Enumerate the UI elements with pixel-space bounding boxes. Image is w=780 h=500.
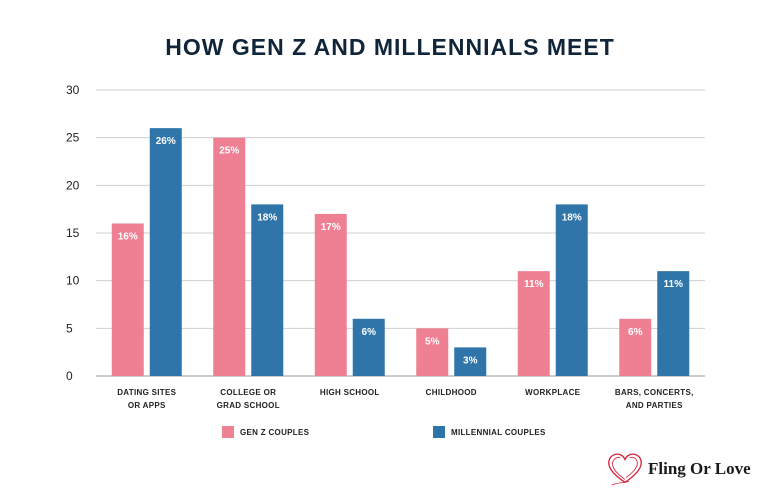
bar-gen-z: [517, 271, 550, 376]
y-tick-label: 15: [66, 226, 80, 240]
bar-millennial: [251, 204, 284, 376]
y-tick-label: 0: [66, 369, 73, 383]
data-label: 5%: [425, 336, 440, 347]
y-tick-label: 20: [66, 178, 80, 192]
y-tick-label: 25: [66, 131, 80, 145]
data-label: 18%: [562, 212, 582, 223]
chart-title: HOW GEN Z AND MILLENNIALS MEET: [165, 34, 615, 60]
bar-gen-z: [416, 328, 449, 376]
bar-gen-z: [111, 223, 144, 376]
bar-millennial: [149, 128, 182, 376]
bar-millennial: [657, 271, 690, 376]
x-tick-label: WORKPLACE: [525, 388, 581, 397]
y-tick-label: 30: [66, 83, 80, 97]
y-tick-label: 5: [66, 321, 73, 335]
bar-millennial: [555, 204, 588, 376]
legend-label-millennial: MILLENNIAL COUPLES: [451, 427, 546, 437]
data-label: 6%: [362, 327, 377, 338]
data-label: 17%: [321, 222, 341, 233]
x-tick-label: HIGH SCHOOL: [320, 388, 380, 397]
data-label: 16%: [118, 231, 138, 242]
bar-gen-z: [314, 213, 347, 376]
bar-gen-z: [619, 318, 652, 376]
x-tick-label: CHILDHOOD: [426, 388, 477, 397]
legend-label-gen-z: GEN Z COUPLES: [240, 427, 310, 437]
legend-item-gen-z: GEN Z COUPLES: [222, 426, 309, 438]
data-label: 26%: [156, 136, 176, 147]
data-label: 18%: [257, 212, 277, 223]
legend-swatch-millennial: [433, 426, 445, 438]
logo-text: Fling Or Love: [648, 459, 751, 478]
data-label: 3%: [463, 355, 478, 366]
x-tick-label: AND PARTIES: [626, 401, 683, 410]
data-label: 25%: [219, 146, 239, 157]
data-label: 11%: [524, 279, 544, 290]
x-tick-label: DATING SITES: [117, 388, 176, 397]
legend-swatch-gen-z: [222, 426, 234, 438]
bar-millennial: [352, 318, 385, 376]
x-tick-label: GRAD SCHOOL: [217, 401, 280, 410]
x-tick-label: BARS, CONCERTS,: [615, 388, 694, 397]
data-label: 11%: [664, 279, 684, 290]
y-tick-label: 10: [66, 274, 80, 288]
bar-gen-z: [213, 137, 246, 376]
fling-or-love-logo: Fling Or Love: [606, 450, 751, 488]
legend-item-millennial: MILLENNIAL COUPLES: [433, 426, 546, 438]
heart-icon: [608, 453, 642, 486]
bar-millennial: [454, 347, 487, 376]
x-tick-label: COLLEGE OR: [220, 388, 276, 397]
data-label: 6%: [628, 327, 643, 338]
x-tick-label: OR APPS: [128, 401, 166, 410]
